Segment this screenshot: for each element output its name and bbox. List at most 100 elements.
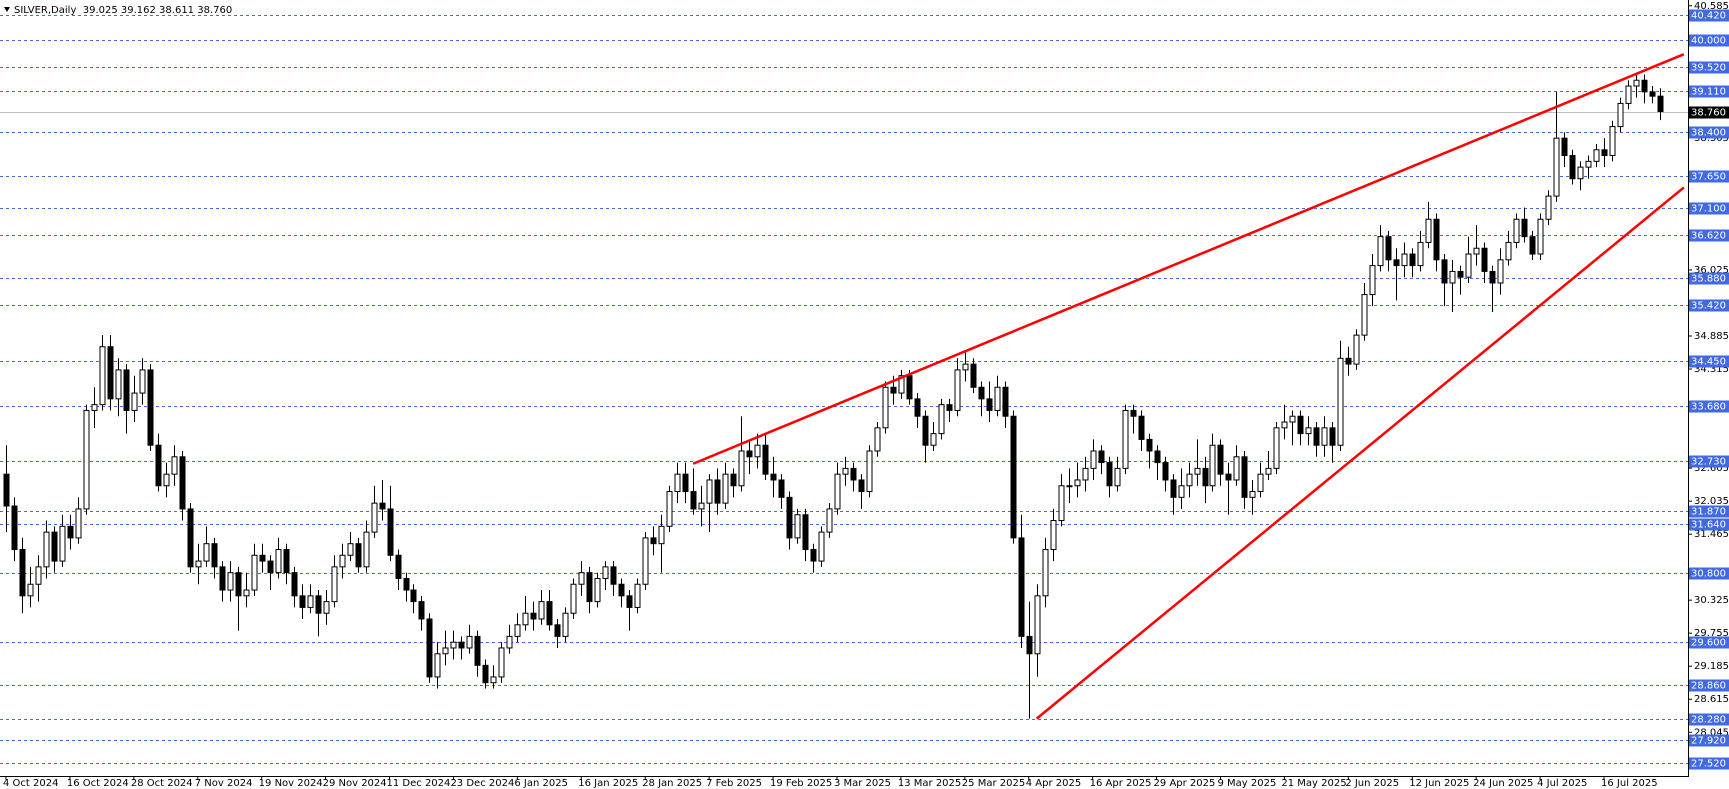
level-label: 40.000 bbox=[1691, 36, 1726, 47]
candle-body bbox=[962, 363, 969, 371]
candle-body bbox=[43, 531, 50, 568]
candle-body bbox=[1058, 485, 1065, 522]
candle-body bbox=[994, 386, 1001, 411]
candle-body bbox=[1313, 427, 1320, 446]
candle-body bbox=[930, 433, 937, 446]
x-tick-label: 9 May 2025 bbox=[1217, 778, 1276, 789]
level-label: 40.420 bbox=[1691, 11, 1726, 22]
level-label-box bbox=[1689, 85, 1729, 98]
candle-body bbox=[586, 572, 593, 603]
candle-body bbox=[283, 548, 290, 574]
candle-body bbox=[1393, 259, 1400, 267]
candle-body bbox=[1050, 520, 1057, 550]
x-tick-label: 16 Jul 2025 bbox=[1601, 778, 1658, 789]
candle-body bbox=[1593, 149, 1600, 162]
candle-body bbox=[291, 572, 298, 597]
current-price-label: 38.760 bbox=[1691, 108, 1726, 119]
candle-body bbox=[738, 450, 745, 487]
candle-body bbox=[602, 566, 609, 579]
candle-body bbox=[898, 375, 905, 394]
candle-body bbox=[235, 572, 242, 597]
candle-body bbox=[762, 444, 769, 475]
candle-body bbox=[826, 508, 833, 533]
candle-body bbox=[1401, 253, 1408, 267]
candle-body bbox=[1369, 265, 1376, 296]
candle-body bbox=[1425, 218, 1432, 243]
candle-body bbox=[1225, 473, 1232, 481]
candle-body bbox=[1657, 95, 1664, 113]
level-label: 37.100 bbox=[1691, 204, 1726, 215]
candle-body bbox=[818, 531, 825, 562]
level-label-box bbox=[1689, 734, 1729, 747]
candle-body bbox=[187, 508, 194, 568]
x-tick-label: 11 Dec 2024 bbox=[387, 778, 451, 789]
candle-body bbox=[1026, 635, 1033, 655]
candle-body bbox=[610, 566, 617, 585]
candle-body bbox=[27, 583, 34, 597]
level-label-box bbox=[1689, 9, 1729, 22]
x-tick-label: 16 Jan 2025 bbox=[578, 778, 638, 789]
candle-body bbox=[754, 444, 761, 458]
candle-body bbox=[131, 392, 138, 411]
trend-line bbox=[1035, 186, 1685, 720]
candle-body bbox=[67, 525, 74, 539]
candle-body bbox=[714, 479, 721, 504]
candle-body bbox=[1337, 357, 1344, 446]
menu-triangle[interactable] bbox=[4, 7, 10, 12]
candle-body bbox=[1138, 415, 1145, 440]
candle-body bbox=[1265, 467, 1272, 475]
candle-body bbox=[1130, 409, 1137, 417]
candle-body bbox=[123, 369, 130, 411]
candle-body bbox=[1082, 467, 1089, 481]
candle-body bbox=[866, 450, 873, 493]
level-label: 37.650 bbox=[1691, 172, 1726, 183]
marks-layer bbox=[3, 53, 1685, 720]
level-label: 34.450 bbox=[1691, 357, 1726, 368]
candle-body bbox=[1625, 85, 1632, 104]
candle-body bbox=[1010, 415, 1017, 539]
candle-body bbox=[530, 612, 537, 620]
candle-body bbox=[299, 595, 306, 608]
level-label-box bbox=[1689, 505, 1729, 518]
candle-body bbox=[450, 641, 457, 649]
candle-body bbox=[347, 543, 354, 556]
candle-body bbox=[19, 548, 26, 597]
candle-body bbox=[546, 601, 553, 626]
y-tick-label: 28.045 bbox=[1694, 727, 1729, 738]
candle-body bbox=[1002, 386, 1009, 417]
candle-body bbox=[251, 554, 258, 591]
candle-body bbox=[155, 444, 162, 487]
candle-body bbox=[1154, 450, 1161, 464]
x-tick-label: 28 Oct 2024 bbox=[131, 778, 193, 789]
candle-body bbox=[1090, 450, 1097, 469]
candle-body bbox=[1170, 479, 1177, 498]
candle-body bbox=[786, 496, 793, 539]
y-tick-label: 32.605 bbox=[1694, 463, 1729, 474]
candle-body bbox=[1297, 415, 1304, 435]
candle-body bbox=[1106, 462, 1113, 487]
candle-body bbox=[466, 635, 473, 649]
candle-body bbox=[650, 537, 657, 545]
candle-body bbox=[1257, 473, 1264, 493]
candle-body bbox=[379, 502, 386, 510]
candle-body bbox=[51, 531, 58, 562]
candle-body bbox=[1377, 236, 1384, 267]
chart-title: SILVER,Daily 39.025 39.162 38.611 38.760 bbox=[14, 5, 232, 16]
candle-body bbox=[195, 560, 202, 568]
candle-body bbox=[1465, 253, 1472, 278]
candle-body bbox=[1417, 241, 1424, 267]
level-label: 31.870 bbox=[1691, 507, 1726, 518]
candle-body bbox=[1577, 166, 1584, 180]
candle-body bbox=[946, 404, 953, 411]
candle-body bbox=[1186, 473, 1193, 487]
candle-body bbox=[498, 647, 505, 678]
candle-body bbox=[1617, 102, 1624, 128]
candle-body bbox=[778, 479, 785, 498]
candle-body bbox=[99, 346, 106, 406]
candle-body bbox=[522, 612, 529, 626]
candle-body bbox=[1561, 137, 1568, 157]
candle-body bbox=[1633, 79, 1640, 87]
level-label: 33.680 bbox=[1691, 402, 1726, 413]
candle-body bbox=[914, 398, 921, 417]
